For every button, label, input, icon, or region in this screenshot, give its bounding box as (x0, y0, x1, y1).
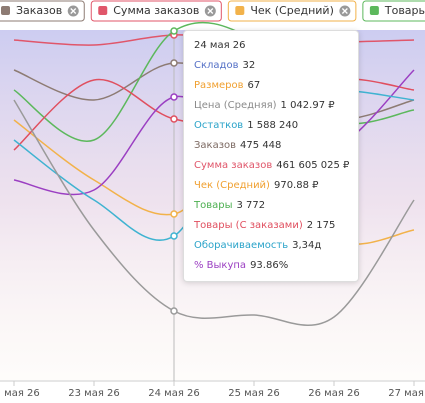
tooltip-title: 24 мая 26 (194, 40, 246, 51)
legend-item[interactable]: Сумма заказов (90, 0, 222, 22)
legend-label: Заказов (16, 4, 62, 17)
legend-chip (90, 0, 222, 22)
legend-item[interactable]: Чек (Средний) (227, 0, 357, 22)
tooltip-row: Товары 3 772 (194, 196, 348, 216)
legend-chip (227, 0, 357, 22)
tooltip-label: Чек (Средний) (194, 180, 270, 191)
legend-close-x (341, 8, 348, 14)
tooltip-label: Складов (194, 60, 239, 71)
legend-swatch (369, 6, 379, 15)
highlight-dot (170, 232, 178, 240)
tooltip-label: Сумма заказов (194, 160, 273, 171)
tooltip-label: Товары (194, 200, 233, 211)
highlight-dot (170, 27, 178, 35)
tooltip-value: 970.88 ₽ (273, 180, 319, 191)
tooltip-row: Складов 32 (194, 56, 348, 76)
tooltip-value: 93.86% (250, 260, 289, 271)
legend-close-x (70, 8, 77, 14)
x-tick-label: 22 мая 26 (0, 388, 40, 399)
highlight-dot (170, 59, 178, 67)
tooltip-label: Заказов (194, 140, 237, 151)
tooltip-value: 3,34д (292, 240, 322, 251)
legend-item[interactable]: Заказов (0, 0, 85, 22)
x-tick-label: 26 мая 26 (308, 388, 360, 399)
highlight-dot (170, 307, 178, 315)
legend-item[interactable]: Товары (362, 0, 425, 22)
highlight-dot (170, 115, 178, 123)
tooltip-label: Остатков (194, 120, 244, 131)
tooltip-value: 1 042.97 ₽ (280, 100, 335, 111)
legend-close-x (207, 8, 214, 14)
legend-label: Товары (384, 4, 425, 17)
tooltip-row: Цена (Средняя) 1 042.97 ₽ (194, 96, 348, 116)
tooltip-row: Заказов 475 448 (194, 136, 348, 156)
tooltip-row: Размеров 67 (194, 76, 348, 96)
tooltip-row: % Выкупа 93.86% (194, 256, 348, 276)
tooltip-value: 1 588 240 (247, 120, 299, 131)
tooltip-value: 67 (247, 80, 261, 91)
tooltip-row: Сумма заказов 461 605 025 ₽ (194, 156, 350, 176)
x-tick-label: 27 мая 26 (388, 388, 425, 399)
tooltip-label: Оборачиваемость (194, 240, 289, 251)
tooltip-row: Остатков 1 588 240 (194, 116, 348, 136)
tooltip-label: Размеров (194, 80, 244, 91)
tooltip-value: 32 (242, 60, 256, 71)
tooltip-value: 2 175 (306, 220, 336, 231)
tooltip-value: 3 772 (236, 200, 266, 211)
legend-label: Сумма заказов (113, 4, 199, 17)
series-line (13, 99, 415, 326)
tooltip: 24 мая 26 Складов 32 Размеров 67 Цена (Средн… (183, 30, 359, 282)
legend-swatch (98, 6, 108, 15)
legend-swatch (235, 6, 245, 15)
legend-chip (362, 0, 425, 22)
x-tick-label: 23 мая 26 (68, 388, 120, 399)
legend-label: Чек (Средний) (250, 4, 334, 17)
tooltip-row: Чек (Средний) 970.88 ₽ (194, 176, 348, 196)
tooltip-value: 461 605 025 ₽ (276, 160, 350, 171)
legend-chip (0, 0, 85, 22)
highlight-dot (170, 210, 178, 218)
tooltip-label: Цена (Средняя) (194, 100, 277, 111)
tooltip-label: % Выкупа (194, 260, 247, 271)
x-tick-label: 25 мая 26 (228, 388, 280, 399)
tooltip-row: Оборачиваемость 3,34д (194, 236, 348, 256)
legend-swatch (1, 6, 10, 15)
highlight-dot (170, 93, 178, 101)
tooltip-value: 475 448 (240, 140, 282, 151)
tooltip-label: Товары (С заказами) (194, 220, 303, 231)
tooltip-row: Товары (С заказами) 2 175 (194, 216, 348, 236)
x-tick-label: 24 мая 26 (148, 388, 200, 399)
